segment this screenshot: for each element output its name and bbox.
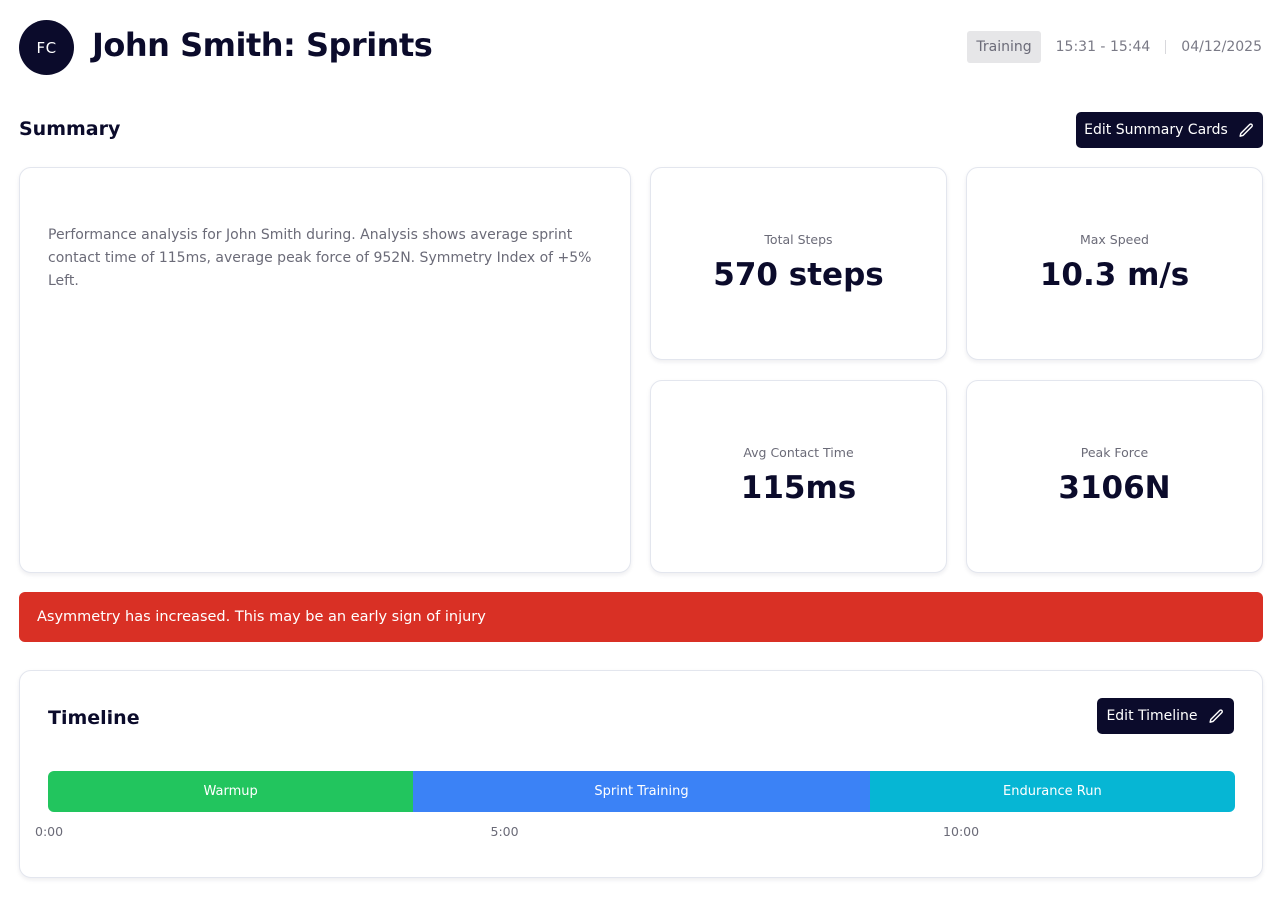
stat-card-max-speed: Max Speed 10.3 m/s (966, 167, 1263, 360)
edit-summary-cards-button[interactable]: Edit Summary Cards (1076, 112, 1263, 148)
meta-divider (1165, 40, 1167, 54)
stat-card-peak-force: Peak Force 3106N (966, 380, 1263, 573)
stat-card-total-steps: Total Steps 570 steps (650, 167, 947, 360)
asymmetry-alert-banner: Asymmetry has increased. This may be an … (19, 592, 1263, 642)
timeline-axis: 0:00 5:00 10:00 (35, 824, 1235, 842)
stat-label: Total Steps (764, 232, 833, 247)
summary-section-title: Summary (19, 118, 121, 140)
timeline-segment[interactable]: Endurance Run (869, 771, 1235, 812)
timeline-segment[interactable]: Warmup (48, 771, 414, 812)
avatar: FC (19, 20, 74, 75)
stat-value: 570 steps (713, 257, 884, 293)
alert-message: Asymmetry has increased. This may be an … (37, 609, 486, 625)
page-title: John Smith: Sprints (92, 26, 433, 64)
session-type-badge: Training (967, 31, 1041, 63)
edit-timeline-button[interactable]: Edit Timeline (1097, 698, 1234, 734)
edit-summary-cards-label: Edit Summary Cards (1084, 122, 1228, 138)
stat-value: 115ms (740, 470, 857, 506)
timeline-segment-label: Sprint Training (594, 784, 689, 799)
timeline-segment-label: Endurance Run (1003, 784, 1102, 799)
timeline-track: Warmup Sprint Training Endurance Run (48, 771, 1235, 812)
stat-label: Avg Contact Time (743, 445, 854, 460)
timeline-title: Timeline (48, 707, 140, 729)
stat-label: Peak Force (1080, 445, 1149, 460)
timeline-tick-label: 5:00 (490, 824, 519, 839)
summary-description: Performance analysis for John Smith duri… (48, 227, 592, 289)
avatar-initials: FC (36, 38, 57, 57)
stat-label: Max Speed (1079, 232, 1149, 247)
timeline-card: Timeline Warmup Sprint Training Endurance … (19, 670, 1263, 878)
session-date: 04/12/2025 (1181, 39, 1262, 55)
pencil-icon (1239, 122, 1253, 137)
summary-description-card: Performance analysis for John Smith duri… (19, 167, 631, 573)
timeline-segment-label: Warmup (203, 784, 258, 799)
edit-timeline-label: Edit Timeline (1106, 708, 1198, 724)
stat-card-avg-contact-time: Avg Contact Time 115ms (650, 380, 947, 573)
timeline-tick-label: 0:00 (35, 824, 64, 839)
stat-value: 3106N (1058, 470, 1171, 506)
session-time-range: 15:31 - 15:44 (1055, 39, 1151, 55)
timeline-tick-label: 10:00 (943, 824, 980, 839)
stat-value: 10.3 m/s (1039, 257, 1190, 293)
timeline-segment[interactable]: Sprint Training (413, 771, 870, 812)
pencil-icon (1208, 708, 1223, 723)
session-meta: Training 15:31 - 15:44 04/12/2025 (967, 31, 1262, 63)
